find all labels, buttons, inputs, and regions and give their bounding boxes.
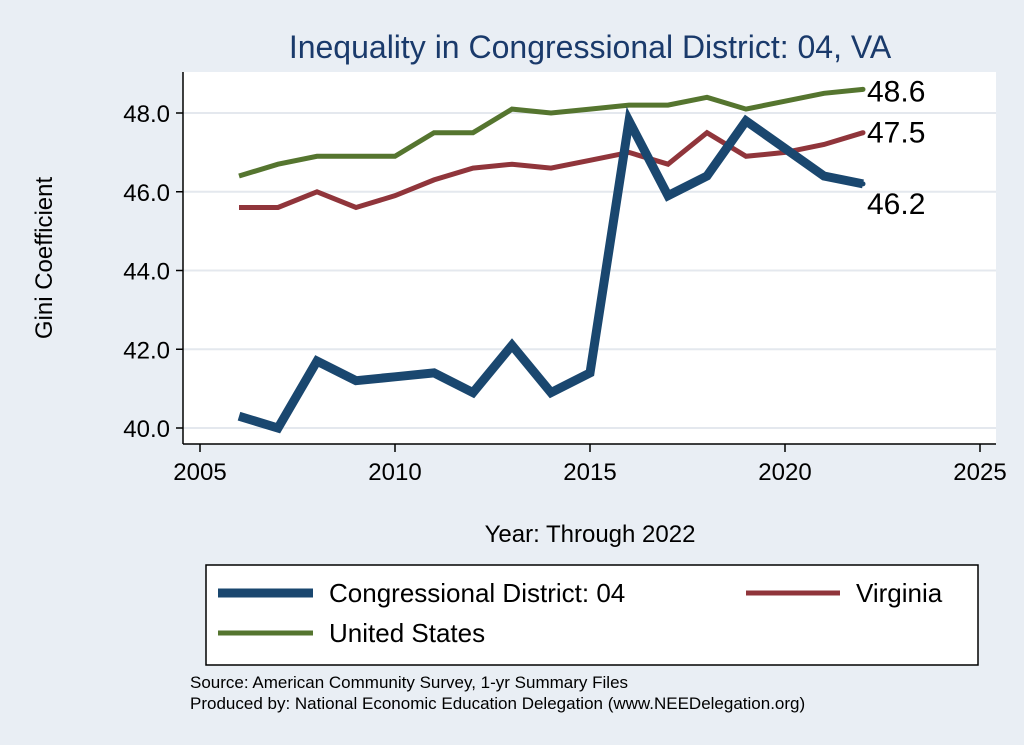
end-label-us: 48.6: [867, 75, 925, 108]
legend-label-virginia: Virginia: [856, 578, 943, 608]
x-tick-label: 2010: [368, 459, 421, 486]
chart-title: Inequality in Congressional District: 04…: [289, 29, 892, 65]
series-line-district-end-point: [860, 181, 866, 187]
x-tick-label: 2020: [758, 459, 811, 486]
y-tick-label: 42.0: [123, 337, 170, 364]
x-tick-label: 2015: [563, 459, 616, 486]
end-label-district: 46.2: [867, 188, 925, 221]
y-tick-label: 40.0: [123, 416, 170, 443]
legend-box: [205, 564, 979, 666]
end-label-virginia: 47.5: [867, 117, 925, 150]
legend-label-district: Congressional District: 04: [329, 578, 625, 608]
end-labels: 46.2 47.5 48.6: [867, 75, 925, 221]
legend-label-us: United States: [329, 618, 485, 648]
series-line-us-end-point: [860, 86, 866, 92]
series-lines: [237, 86, 866, 434]
y-axis-title: Gini Coefficient: [31, 177, 58, 340]
series-line-virginia: [239, 129, 864, 211]
series-line-us: [238, 86, 864, 179]
legend: Congressional District: 04 Virginia Unit…: [205, 564, 979, 666]
x-axis-title: Year: Through 2022: [485, 521, 696, 548]
series-line-virginia-end-point: [860, 130, 866, 136]
source-line-1: Source: American Community Survey, 1-yr …: [190, 673, 628, 692]
y-tick-label: 46.0: [123, 180, 170, 207]
y-tick-label: 48.0: [123, 101, 170, 128]
source-line-2: Produced by: National Economic Education…: [190, 694, 805, 713]
axes: 40.0 42.0 44.0 46.0 48.0 2005 2010 2015 2020 2025: [123, 72, 1007, 486]
series-line-district: [237, 106, 864, 434]
x-tick-label: 2025: [953, 459, 1006, 486]
y-tick-label: 44.0: [123, 259, 170, 286]
x-tick-label: 2005: [173, 459, 226, 486]
